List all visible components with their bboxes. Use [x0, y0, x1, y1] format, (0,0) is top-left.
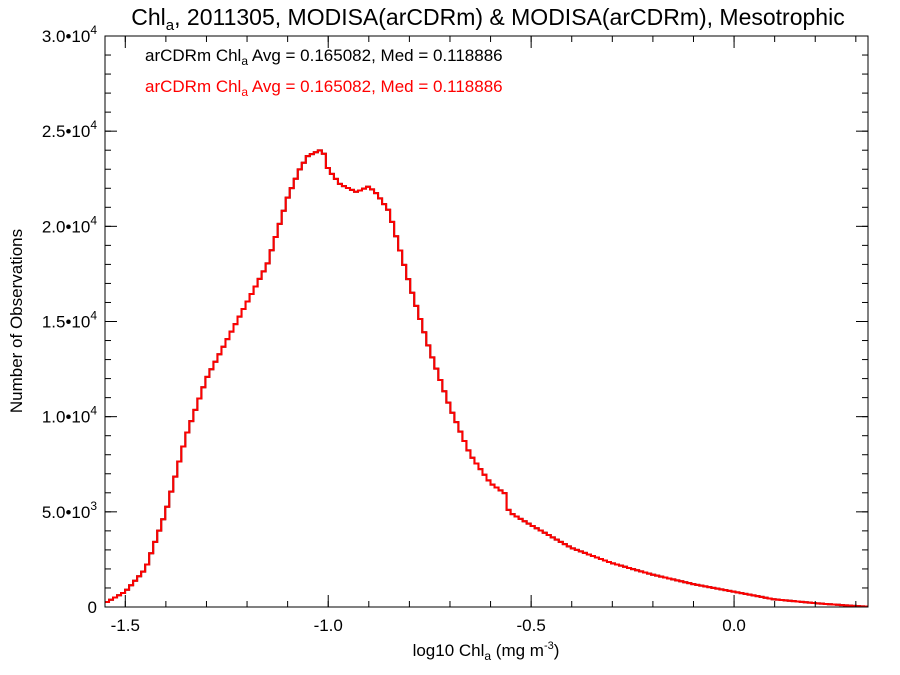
- y-tick-label: 2.5•104: [42, 118, 98, 141]
- y-tick-label: 1.0•104: [42, 404, 98, 427]
- series-line-red: [105, 149, 868, 608]
- x-tick-label: -1.5: [111, 616, 140, 635]
- series-layer: [105, 149, 868, 608]
- legend-entry-red: arCDRm Chla Avg = 0.165082, Med = 0.1188…: [145, 77, 503, 99]
- x-tick-label: -0.5: [516, 616, 545, 635]
- y-tick-label: 2.0•104: [42, 213, 98, 236]
- y-tick-label: 5.0•103: [42, 499, 98, 522]
- plot-frame: [104, 35, 869, 608]
- legend-entry-black: arCDRm Chla Avg = 0.165082, Med = 0.1188…: [145, 46, 503, 68]
- y-axis-label: Number of Observations: [7, 229, 26, 413]
- y-tick-label: 0: [88, 598, 97, 617]
- chart-title: Chla, 2011305, MODISA(arCDRm) & MODISA(a…: [131, 4, 844, 34]
- y-tick-label: 1.5•104: [42, 309, 98, 332]
- x-tick-label: 0.0: [722, 616, 746, 635]
- series-line-black: [105, 149, 868, 608]
- tick-layer: -1.5 -1.0 -0.5 0.0 0 5.0•103 1.0•104 1.5•104 2.0…: [42, 23, 868, 635]
- x-axis-label: log10 Chla (mg m-3): [413, 640, 560, 663]
- x-tick-label: -1.0: [314, 616, 343, 635]
- y-tick-label: 3.0•104: [42, 23, 98, 46]
